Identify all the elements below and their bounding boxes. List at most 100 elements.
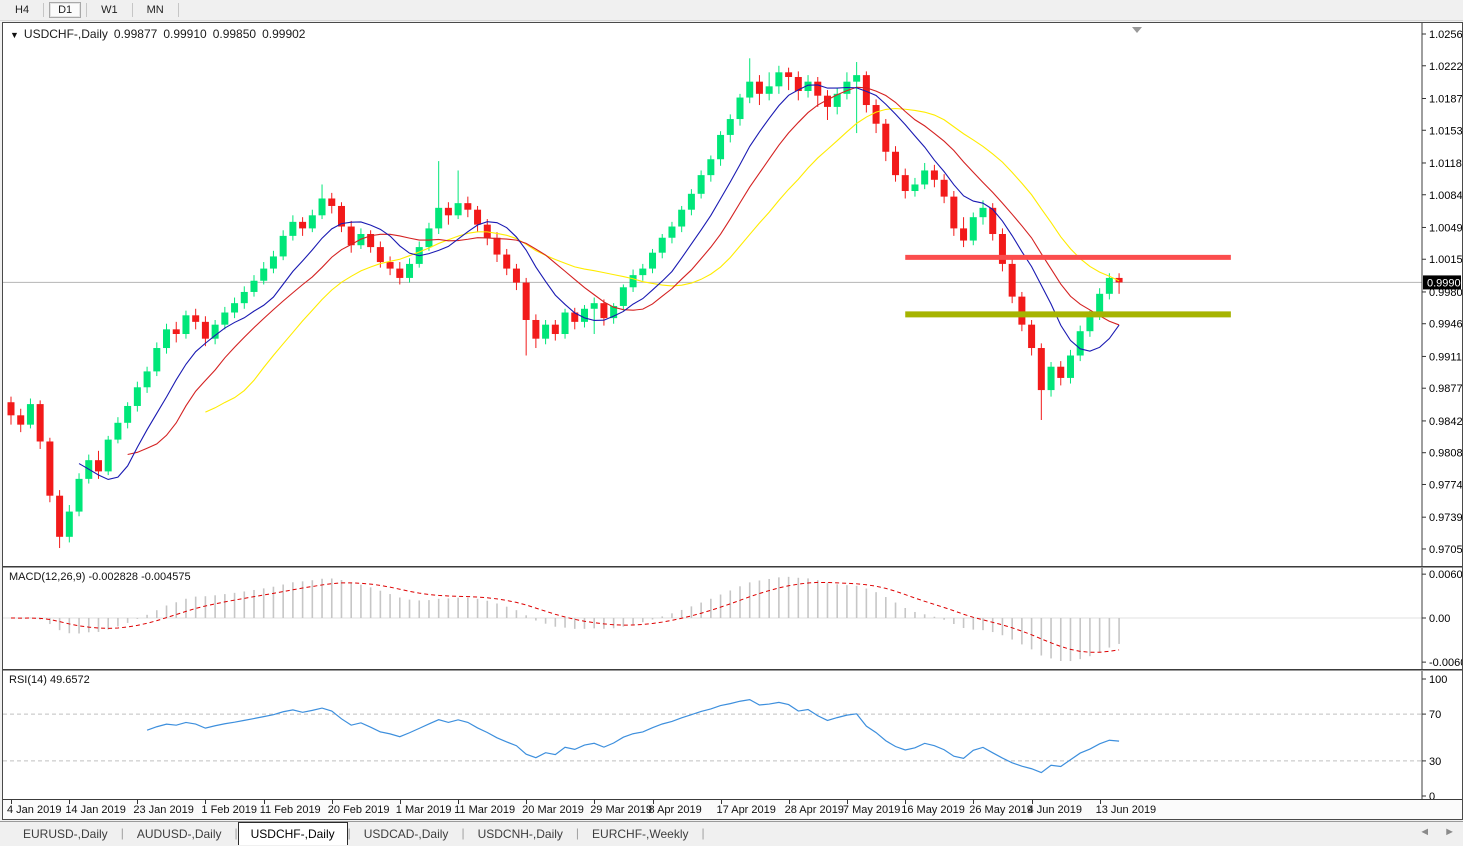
candle-body xyxy=(425,228,433,248)
period-button-mn[interactable]: MN xyxy=(146,4,164,16)
candle-body xyxy=(532,319,540,339)
price-tick-label: 1.01530 xyxy=(1429,125,1462,137)
candle-body xyxy=(464,203,472,210)
date-tick xyxy=(1099,800,1101,804)
candle-body xyxy=(522,282,530,320)
candle-body xyxy=(882,123,890,152)
chart-tab-usdcad[interactable]: USDCAD-,Daily xyxy=(363,827,449,841)
date-tick xyxy=(973,800,975,804)
macd-tick-label: 0.006058 xyxy=(1429,569,1462,581)
price-pane[interactable]: 1.02560 1.02220 1.01870 1.01530 1.01180 1.008… xyxy=(3,23,1462,566)
candle-body xyxy=(746,81,754,98)
candle-body xyxy=(639,268,647,276)
price-tick-label: 1.02560 xyxy=(1429,29,1462,41)
candle-body xyxy=(979,207,987,218)
date-tick xyxy=(205,800,207,804)
period-button-h4[interactable]: H4 xyxy=(15,4,30,16)
macd-tick-label: 0.00 xyxy=(1429,613,1450,625)
level-line-resistance[interactable] xyxy=(905,254,1231,260)
chart-tab-usdcnh[interactable]: USDCNH-,Daily xyxy=(477,827,563,841)
candle-body xyxy=(299,221,307,229)
date-tick xyxy=(1031,800,1033,804)
ma-line-medium xyxy=(127,86,1120,456)
pane-divider[interactable] xyxy=(3,566,1462,567)
date-tick xyxy=(652,800,654,804)
macd-tick-label: -0.006096 xyxy=(1429,657,1462,669)
candle-body xyxy=(765,86,773,94)
candle-body xyxy=(610,305,618,319)
candle-body xyxy=(969,217,977,241)
macd-axis-bg xyxy=(1423,568,1462,671)
candle-body xyxy=(600,303,608,319)
date-tick xyxy=(458,800,460,804)
candle-body xyxy=(1076,331,1084,356)
candle-body xyxy=(454,203,462,216)
chart-shift-marker[interactable] xyxy=(1132,27,1142,33)
chart-tab-bar: EURUSD-,Daily | AUDUSD-,Daily | USDCHF-,Dail… xyxy=(0,821,1463,846)
candle-body xyxy=(308,215,316,229)
tab-scroll-left-icon[interactable]: ◄ xyxy=(1419,826,1431,838)
candle-body xyxy=(269,256,277,269)
chart-tab-usdchf[interactable]: USDCHF-,Daily xyxy=(237,822,348,845)
candle-body xyxy=(775,72,783,87)
chart-tab-eurusd[interactable]: EURUSD-,Daily xyxy=(23,827,108,841)
price-low: 0.99850 xyxy=(212,27,257,41)
candle-body xyxy=(678,209,686,227)
chart-window[interactable]: ▼ USDCHF-,Daily 0.99877 0.99910 0.99850 0.999… xyxy=(2,22,1463,820)
date-tick-label: 17 Apr 2019 xyxy=(716,804,776,816)
date-tick-label: 8 Apr 2019 xyxy=(648,804,702,816)
candle-body xyxy=(114,422,122,440)
toolbar-separator xyxy=(43,3,45,17)
symbol-label: USDCHF-,Daily xyxy=(23,27,108,41)
candle-body xyxy=(347,226,355,246)
date-axis: 4 Jan 2019 14 Jan 2019 23 Jan 2019 1 Feb 20… xyxy=(3,800,1462,819)
period-toolbar: H4 D1 W1 MN xyxy=(0,0,1463,21)
period-button-w1[interactable]: W1 xyxy=(101,4,118,16)
pane-divider-shade xyxy=(3,567,1462,568)
candle-body xyxy=(172,329,180,335)
candle-body xyxy=(619,287,627,306)
tab-scroll-right-icon[interactable]: ► xyxy=(1444,826,1455,838)
date-tick xyxy=(526,800,528,804)
candle-body xyxy=(542,324,550,339)
date-tick xyxy=(846,800,848,804)
candle-body xyxy=(512,268,520,283)
ma-line-slow xyxy=(205,107,1120,413)
candle-body xyxy=(435,207,443,229)
symbol-dropdown-arrow[interactable]: ▼ xyxy=(10,30,19,40)
macd-histogram xyxy=(19,576,1120,662)
candle-body xyxy=(1047,366,1055,391)
tab-separator: | xyxy=(575,826,580,840)
chart-tab-audusd[interactable]: AUDUSD-,Daily xyxy=(136,827,222,841)
candle-body xyxy=(901,175,909,192)
level-line-support[interactable] xyxy=(905,311,1231,318)
candle-body xyxy=(289,221,297,236)
date-tick xyxy=(905,800,907,804)
candle-body xyxy=(940,179,948,197)
date-tick-label: 13 Jun 2019 xyxy=(1095,804,1157,816)
candle-body xyxy=(998,234,1006,264)
date-tick-label: 1 Feb 2019 xyxy=(201,804,258,816)
date-tick xyxy=(594,800,596,804)
chart-tab-eurchf[interactable]: EURCHF-,Weekly xyxy=(592,827,689,841)
candle-body xyxy=(163,329,171,349)
candle-body xyxy=(7,402,15,416)
pane-divider[interactable] xyxy=(3,669,1462,670)
candle-body xyxy=(318,198,326,216)
candle-body xyxy=(833,93,841,107)
candle-body xyxy=(192,315,200,322)
macd-pane[interactable]: 0.006058 0.00 -0.006096 xyxy=(3,568,1462,671)
candle-body xyxy=(658,237,666,253)
candle-body xyxy=(687,193,695,210)
date-tick xyxy=(263,800,265,804)
period-button-d1[interactable]: D1 xyxy=(49,2,82,18)
toolbar-separator xyxy=(86,3,88,17)
candle-body xyxy=(201,321,209,339)
rsi-pane[interactable]: 100 70 30 0 xyxy=(3,671,1462,799)
